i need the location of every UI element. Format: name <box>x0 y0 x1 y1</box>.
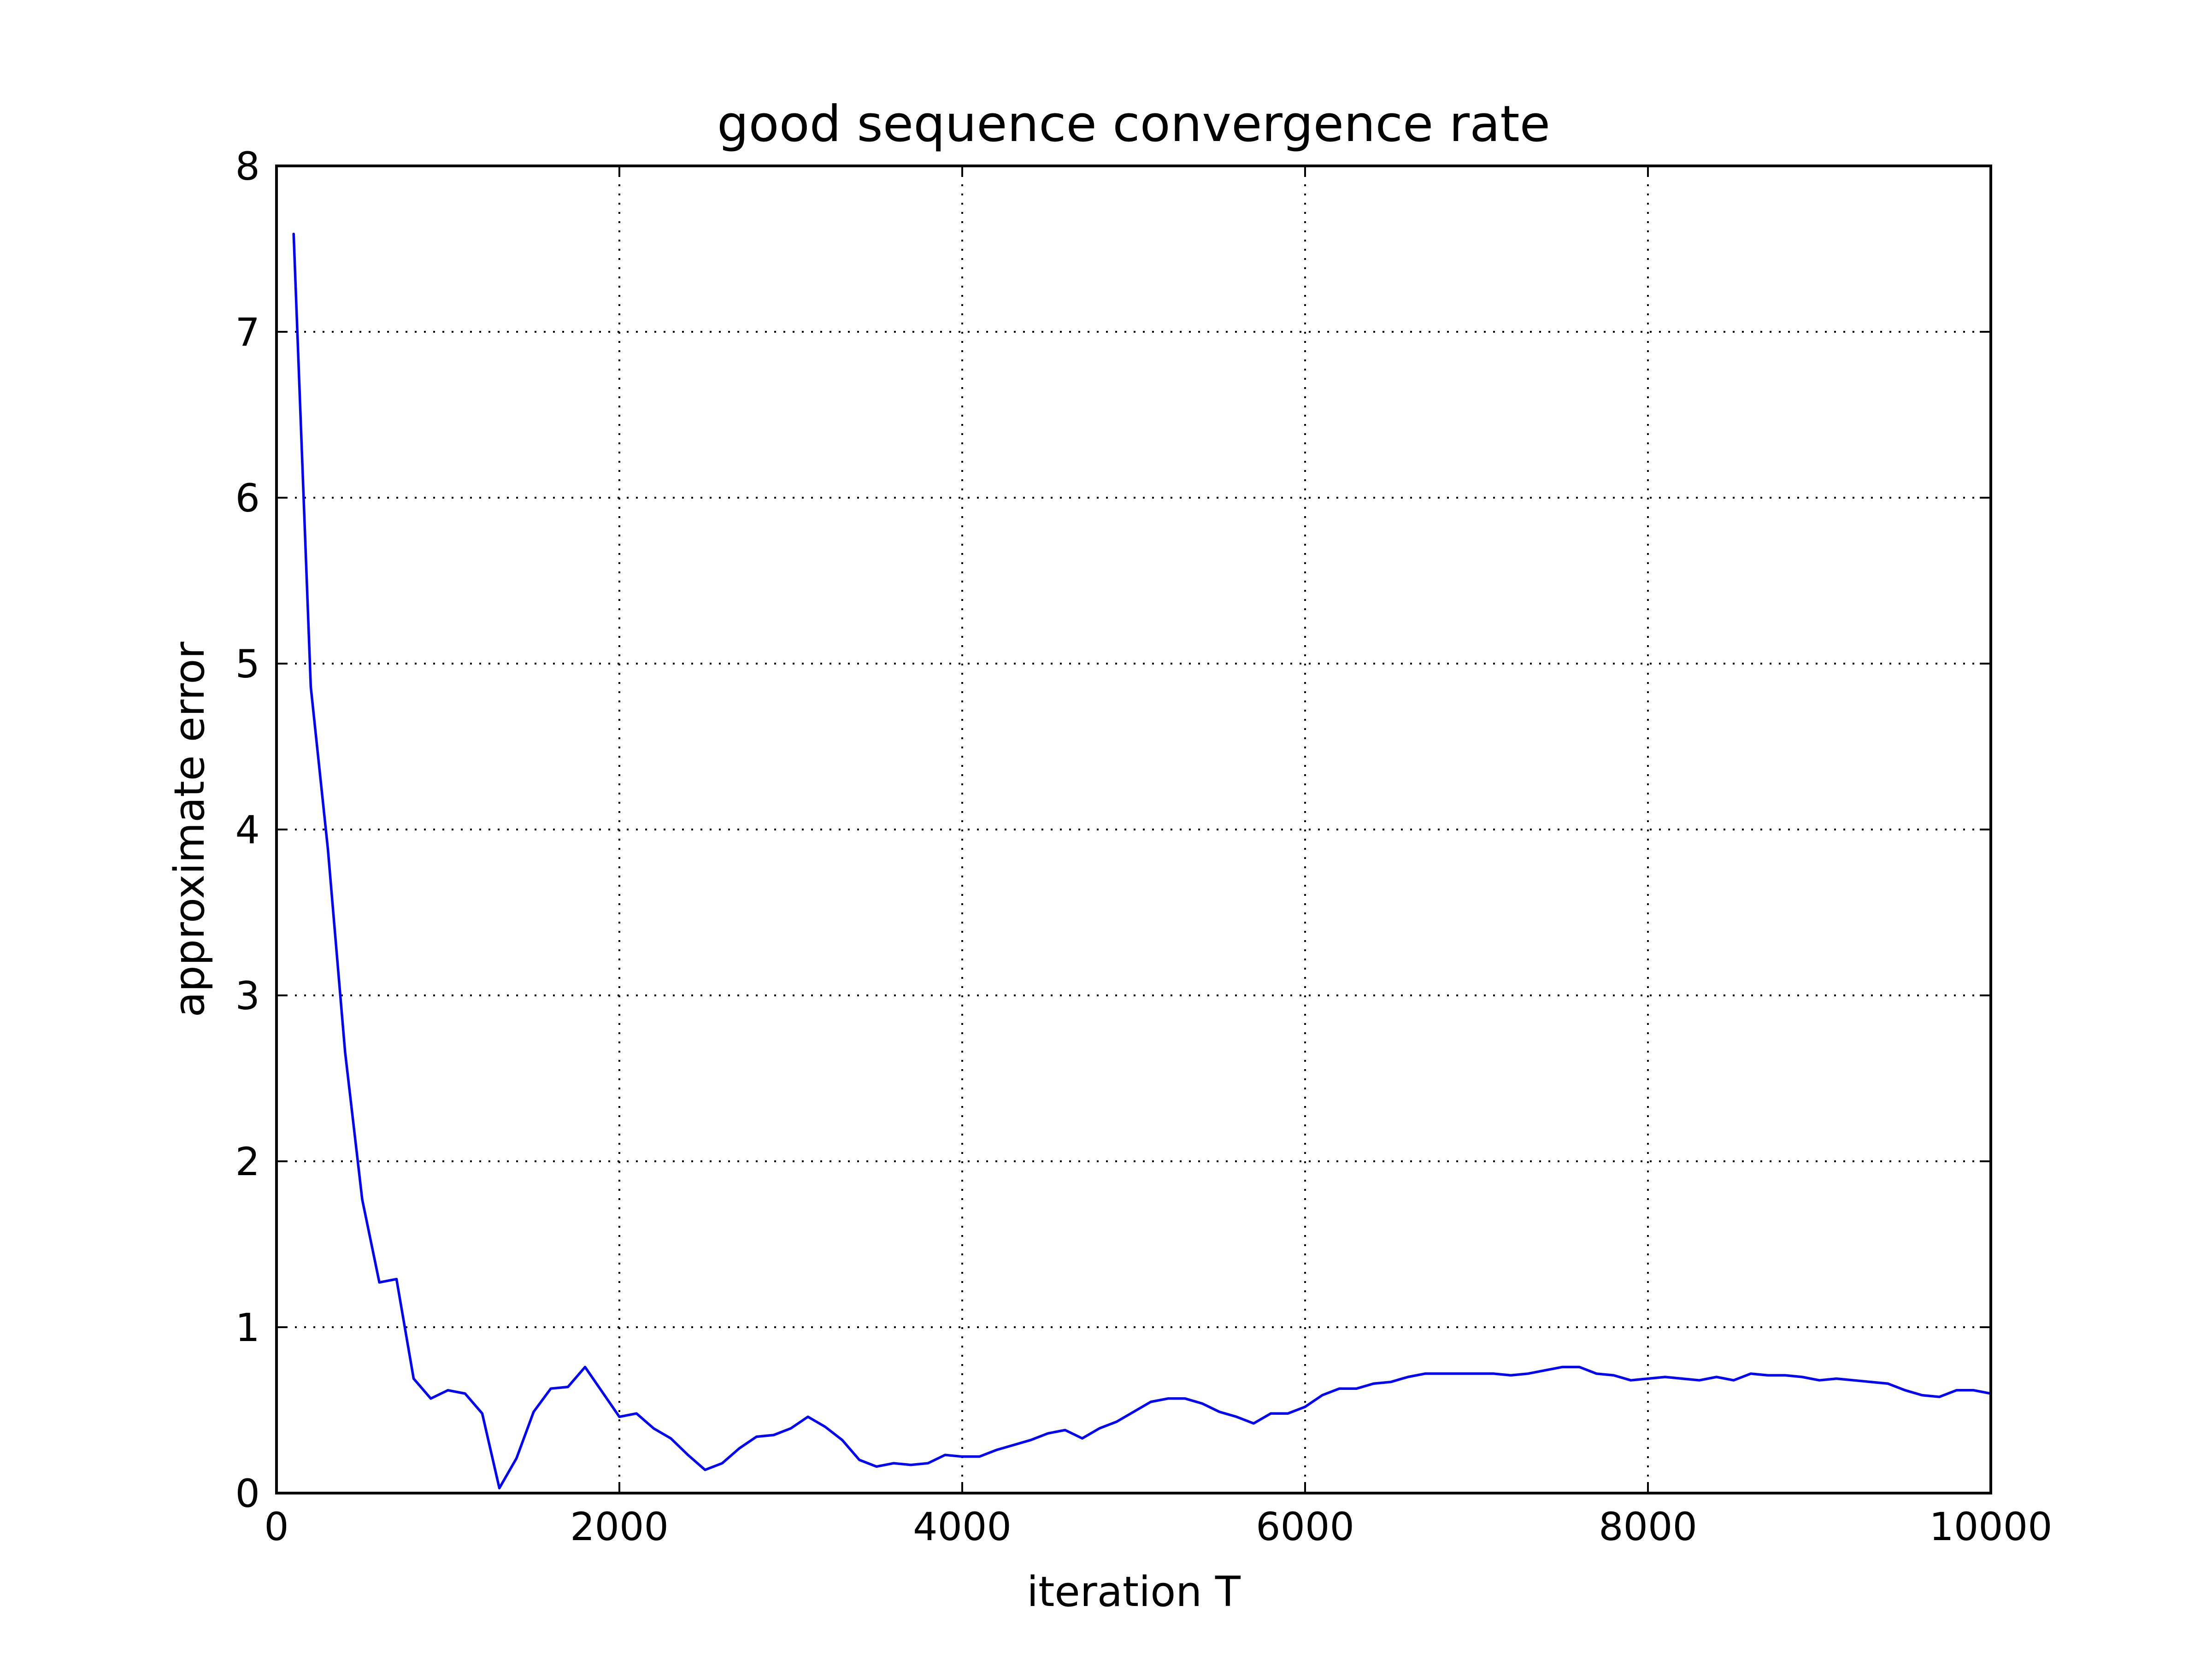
x-tick-label: 0 <box>264 1504 288 1549</box>
y-tick-label: 1 <box>235 1305 260 1350</box>
error-series-line <box>292 232 1992 1489</box>
y-tick-label: 8 <box>235 144 260 189</box>
y-tick-label: 0 <box>235 1471 260 1516</box>
x-tick-label: 6000 <box>1256 1504 1354 1549</box>
x-axis-label: iteration T <box>1027 1568 1241 1616</box>
series-area <box>292 232 1992 1489</box>
y-axis-label: approximate error <box>165 642 214 1018</box>
grid <box>276 166 1991 1493</box>
y-tick-label: 5 <box>235 641 260 687</box>
x-tick-label: 2000 <box>570 1504 669 1549</box>
x-tick-label: 4000 <box>913 1504 1012 1549</box>
y-tick-label: 7 <box>235 310 260 355</box>
y-tick-label: 4 <box>235 807 260 853</box>
y-tick-label: 3 <box>235 973 260 1018</box>
tick-labels: 0 2000 4000 6000 8000 10000 0 1 2 3 4 5 6 7 8 <box>235 144 2053 1549</box>
axis-ticks <box>276 165 1992 1494</box>
y-tick-label: 2 <box>235 1139 260 1184</box>
chart-title: good sequence convergence rate <box>717 95 1550 153</box>
x-tick-label: 10000 <box>1929 1504 2052 1549</box>
x-tick-label: 8000 <box>1599 1504 1697 1549</box>
y-tick-label: 6 <box>235 476 260 521</box>
